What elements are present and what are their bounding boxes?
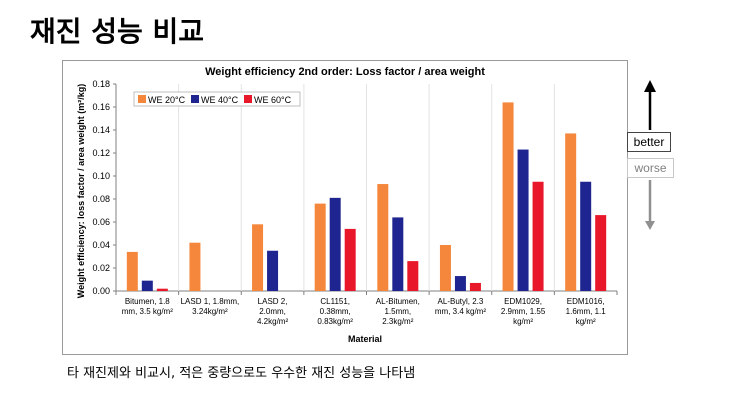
category-label: kg/m² [576, 317, 596, 326]
y-tick-label: 0.02 [92, 263, 110, 273]
category-label: EDM1029, [504, 297, 542, 306]
legend-label: WE 20°C [148, 95, 186, 105]
bar [517, 149, 529, 291]
bar [267, 250, 279, 291]
y-tick-label: 0.14 [92, 125, 110, 135]
category-label: 0.38mm, [320, 307, 351, 316]
category-label: kg/m² [513, 317, 533, 326]
y-tick-label: 0.18 [92, 79, 110, 89]
category-label: 1.5mm, [384, 307, 411, 316]
chart-title: Weight efficiency 2nd order: Loss factor… [205, 66, 485, 78]
y-tick-label: 0.04 [92, 240, 110, 250]
category-label: 2.9mm, 1.55 [501, 307, 546, 316]
category-label: AL-Bitumen, [376, 297, 420, 306]
slide-title: 재진 성능 비교 [30, 15, 205, 48]
y-tick-label: 0.16 [92, 102, 110, 112]
caption: 타 재진제와 비교시, 적은 중량으로도 우수한 재진 성능을 나타냄 [67, 366, 416, 381]
category-label: 1.6mm, 1.1 [566, 307, 607, 316]
bar [565, 133, 577, 291]
legend-swatch [244, 95, 252, 103]
bar [344, 228, 356, 291]
down-arrow-icon [645, 221, 655, 230]
y-axis-label: Weight efficiency: loss factor / area we… [76, 84, 86, 298]
category-label: mm, 3.4 kg/m² [435, 307, 486, 316]
category-label: 3.24kg/m² [192, 307, 228, 316]
legend-label: WE 40°C [201, 95, 239, 105]
bar [454, 276, 466, 291]
y-tick-label: 0.12 [92, 148, 110, 158]
category-label: CL1151, [320, 297, 350, 306]
bar [329, 197, 341, 291]
y-tick-label: 0.06 [92, 217, 110, 227]
worse-label: worse [627, 158, 674, 178]
category-label: AL-Butyl, 2.3 [438, 297, 484, 306]
category-label: 2.0mm, [259, 307, 286, 316]
legend-swatch [191, 95, 199, 103]
category-label: 0.83kg/m² [317, 317, 353, 326]
category-label: 2.3kg/m² [382, 317, 413, 326]
category-label: EDM1016, [567, 297, 605, 306]
category-label: LASD 2, [258, 297, 288, 306]
bar [314, 203, 326, 291]
bar [156, 288, 168, 291]
bar [439, 245, 451, 291]
category-label: mm, 3.5 kg/m² [122, 307, 173, 316]
bar [377, 184, 389, 291]
legend-label: WE 60°C [254, 95, 292, 105]
bar [189, 242, 201, 291]
bar [407, 261, 419, 291]
bar [595, 215, 607, 291]
bar [580, 181, 592, 291]
category-label: Bitumen, 1.8 [125, 297, 170, 306]
bar [126, 251, 138, 291]
category-label: 4.2kg/m² [257, 317, 288, 326]
bar [469, 282, 481, 291]
better-worse-arrows [644, 80, 656, 230]
legend-swatch [138, 95, 146, 103]
y-tick-label: 0.00 [92, 286, 110, 296]
bar [502, 102, 514, 292]
better-label: better [627, 132, 671, 152]
category-label: LASD 1, 1.8mm, [181, 297, 240, 306]
y-tick-label: 0.08 [92, 194, 110, 204]
bar [532, 181, 544, 291]
bar [392, 217, 404, 291]
bar [141, 280, 153, 291]
bar [252, 224, 264, 291]
up-arrow-icon [644, 80, 656, 92]
x-axis-label: Material [348, 334, 382, 344]
y-tick-label: 0.10 [92, 171, 110, 181]
legend-box [133, 91, 301, 107]
